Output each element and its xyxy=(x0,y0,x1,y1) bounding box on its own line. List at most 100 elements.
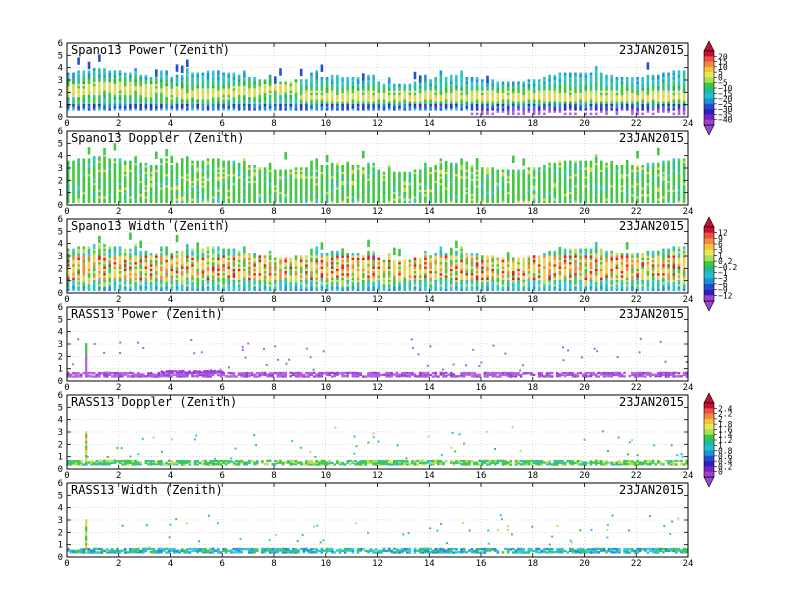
data-cell xyxy=(119,99,122,102)
data-cell xyxy=(626,108,629,111)
data-cell xyxy=(466,77,469,80)
data-cell xyxy=(119,253,122,256)
data-cell xyxy=(160,158,163,161)
data-cell xyxy=(176,266,179,269)
data-cell xyxy=(455,165,458,168)
data-cell xyxy=(662,88,665,91)
data-cell xyxy=(233,90,236,93)
data-cell xyxy=(181,198,184,201)
data-cell xyxy=(274,88,277,91)
data-cell xyxy=(284,108,287,111)
data-cell xyxy=(315,106,318,109)
data-cell xyxy=(564,198,567,201)
data-cell xyxy=(647,192,650,195)
data-cell xyxy=(512,181,515,184)
data-cell xyxy=(678,174,681,177)
data-cell xyxy=(512,156,515,163)
data-cell xyxy=(673,163,676,166)
data-cell xyxy=(388,99,391,102)
data-cell xyxy=(641,178,644,181)
data-cell xyxy=(590,86,593,89)
data-cell xyxy=(647,108,650,111)
data-cell xyxy=(605,110,608,113)
data-cell xyxy=(207,289,210,292)
data-cell xyxy=(367,75,370,78)
data-cell xyxy=(641,190,644,193)
data-cell xyxy=(93,93,96,96)
data-cell xyxy=(383,172,386,175)
data-cell xyxy=(103,170,106,173)
data-cell xyxy=(114,106,117,109)
data-cell xyxy=(253,108,256,111)
data-cell xyxy=(227,192,230,195)
data-cell xyxy=(196,172,199,175)
data-cell xyxy=(362,198,365,201)
data-cell xyxy=(414,90,417,93)
data-cell xyxy=(341,86,344,89)
data-cell xyxy=(108,158,111,161)
data-cell xyxy=(497,88,500,91)
data-cell xyxy=(305,170,308,173)
data-cell xyxy=(574,170,577,173)
data-cell xyxy=(202,84,205,87)
data-cell xyxy=(238,95,241,98)
data-cell xyxy=(202,286,205,289)
data-cell xyxy=(253,93,256,96)
data-cell xyxy=(295,97,298,100)
data-cell xyxy=(83,158,86,161)
data-cell xyxy=(491,84,494,87)
data-cell xyxy=(279,102,282,105)
data-cell xyxy=(616,201,619,204)
data-cell xyxy=(191,165,194,168)
data-cell xyxy=(616,93,619,96)
data-cell xyxy=(227,172,230,175)
data-cell xyxy=(533,110,536,113)
data-cell xyxy=(554,90,557,93)
data-cell xyxy=(414,88,417,91)
data-cell xyxy=(196,161,199,164)
data-cell xyxy=(667,161,670,164)
data-cell xyxy=(191,280,194,283)
data-cell xyxy=(367,90,370,93)
data-cell xyxy=(321,167,324,170)
data-cell xyxy=(569,90,572,93)
data-cell xyxy=(243,84,246,87)
data-cell xyxy=(103,273,106,276)
data-cell xyxy=(129,79,132,82)
data-cell xyxy=(481,93,484,96)
data-cell xyxy=(517,187,520,190)
data-cell xyxy=(440,174,443,177)
data-cell xyxy=(533,172,536,175)
data-cell xyxy=(574,93,577,96)
data-cell xyxy=(129,264,132,267)
data-cell xyxy=(83,73,86,76)
data-cell xyxy=(222,108,225,111)
data-cell xyxy=(502,97,505,100)
data-cell xyxy=(134,278,137,281)
data-cell xyxy=(357,178,360,181)
data-cell xyxy=(434,97,437,100)
data-cell xyxy=(610,106,613,109)
data-cell xyxy=(673,198,676,201)
data-cell xyxy=(176,194,179,197)
data-cell xyxy=(538,106,541,109)
data-cell xyxy=(331,178,334,181)
data-cell xyxy=(579,106,582,109)
data-cell xyxy=(259,86,262,89)
data-cell xyxy=(486,113,489,116)
data-cell xyxy=(77,183,80,186)
data-cell xyxy=(284,86,287,89)
data-cell xyxy=(165,158,168,161)
data-cell xyxy=(176,79,179,82)
data-cell xyxy=(450,187,453,190)
data-cell xyxy=(667,93,670,96)
data-cell xyxy=(212,97,215,100)
data-cell xyxy=(507,194,510,197)
data-cell xyxy=(248,104,251,107)
data-cell xyxy=(72,253,75,256)
data-cell xyxy=(134,174,137,177)
data-cell xyxy=(186,82,189,85)
data-cell xyxy=(673,165,676,168)
data-cell xyxy=(238,172,241,175)
data-cell xyxy=(631,194,634,197)
